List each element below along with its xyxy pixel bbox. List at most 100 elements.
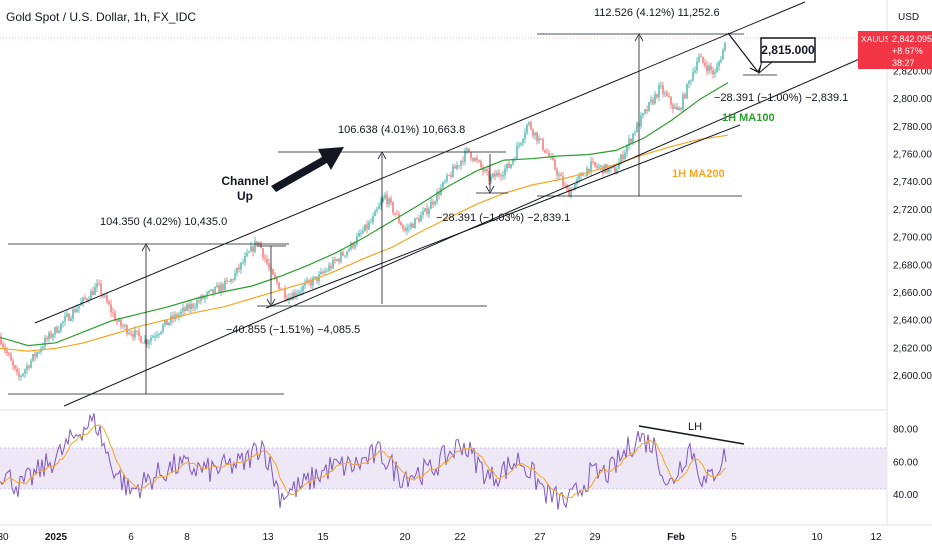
candle-body — [526, 124, 528, 133]
rsi-axis[interactable]: 40.00 60.00 80.00 — [893, 425, 918, 502]
candle-body — [138, 331, 140, 336]
candle-body — [286, 298, 288, 301]
candle-body — [710, 65, 712, 71]
ma100-label: 1H MA100 — [722, 112, 775, 124]
candle-body — [664, 92, 666, 94]
price-axis[interactable]: 2,600.000 2,620.000 2,640.000 2,660.000 2,68… — [893, 67, 932, 382]
candle-body — [246, 252, 248, 257]
time-tick-label: 30 — [0, 532, 9, 543]
candle-body — [546, 152, 548, 154]
candle-body — [370, 221, 372, 223]
price-tick-label: 2,680.000 — [893, 260, 932, 271]
candle-body — [230, 279, 232, 282]
target-callout — [760, 37, 816, 63]
candle-body — [90, 291, 92, 300]
candle-body — [498, 172, 500, 176]
candle-body — [668, 95, 670, 97]
time-tick-label: Feb — [667, 532, 685, 543]
candle-body — [634, 132, 636, 134]
candle-body — [464, 150, 466, 162]
candle-body — [510, 164, 512, 168]
rsi-tick-label: 60.00 — [893, 457, 918, 468]
candle-body — [240, 262, 242, 270]
price-tick-label: 2,620.000 — [893, 343, 932, 354]
candle-body — [624, 152, 626, 160]
candle-body — [646, 109, 648, 112]
candle-body — [182, 307, 184, 312]
candle-body — [570, 189, 572, 197]
candle-body — [574, 184, 576, 191]
candle-body — [666, 92, 668, 96]
candle-body — [380, 201, 382, 206]
candle-body — [714, 72, 716, 75]
candle-body — [578, 176, 580, 180]
candle-body — [468, 148, 470, 153]
candle-body — [254, 241, 256, 252]
candle-body — [630, 138, 632, 143]
candle-body — [140, 335, 142, 343]
time-axis[interactable]: 30 2025 6 8 13 15 20 22 27 29 Feb 5 10 12 — [0, 532, 882, 543]
candle-body — [22, 373, 24, 376]
candle-body — [218, 285, 220, 293]
candle-body — [332, 259, 334, 269]
time-tick-label: 2025 — [45, 532, 68, 543]
meas3-arrow — [377, 151, 387, 160]
candle-body — [506, 163, 508, 169]
candle-body — [34, 354, 36, 357]
candle-body — [486, 169, 488, 171]
candle-body — [0, 337, 2, 345]
candle-body — [350, 242, 352, 250]
price-badge-values — [888, 31, 932, 69]
candle-body — [520, 142, 522, 145]
rsi-line — [0, 413, 727, 510]
rsi-tick-label: 40.00 — [893, 490, 918, 501]
candle-body — [540, 138, 542, 140]
candle-body — [530, 122, 532, 130]
time-tick-label: 10 — [811, 532, 823, 543]
candle-body — [362, 230, 364, 233]
candle-body — [618, 162, 620, 170]
lh-line — [638, 425, 745, 445]
candle-body — [98, 283, 100, 285]
price-tick-label: 2,600.000 — [893, 371, 932, 382]
candle-body — [204, 296, 206, 299]
meas3-label: 106.638 (4.01%) 10,663.8 — [338, 124, 465, 136]
candle-body — [148, 341, 150, 345]
candle-body — [120, 319, 122, 326]
candle-body — [674, 106, 676, 109]
candle-body — [326, 270, 328, 272]
candle-body — [364, 224, 366, 231]
candle-body — [52, 334, 54, 338]
candle-body — [346, 251, 348, 256]
candle-body — [534, 132, 536, 136]
candle-body — [414, 218, 416, 228]
candle-body — [176, 314, 178, 318]
candle-body — [594, 161, 596, 166]
candle-body — [404, 228, 406, 231]
candle-body — [38, 351, 40, 353]
candle-body — [36, 352, 38, 357]
candle-body — [100, 283, 102, 295]
candle-body — [548, 152, 550, 157]
candle-body — [394, 212, 396, 215]
candle-body — [684, 94, 686, 99]
candle-body — [596, 165, 598, 168]
candle-body — [86, 298, 88, 300]
candle-body — [190, 303, 192, 310]
candle-body — [456, 165, 458, 169]
candle-body — [216, 285, 218, 288]
candle-body — [558, 174, 560, 176]
candle-body — [718, 61, 720, 67]
candle-body — [62, 321, 64, 324]
candle-body — [298, 291, 300, 294]
candle-body — [112, 312, 114, 313]
channel-mid-line — [265, 124, 741, 309]
candle-body — [16, 368, 18, 373]
price-badge-change: +8.67% — [892, 46, 923, 56]
price-badge-symbol-bg — [858, 33, 888, 44]
candle-body — [512, 159, 514, 165]
candle-body — [410, 223, 412, 228]
candle-body — [324, 271, 326, 273]
